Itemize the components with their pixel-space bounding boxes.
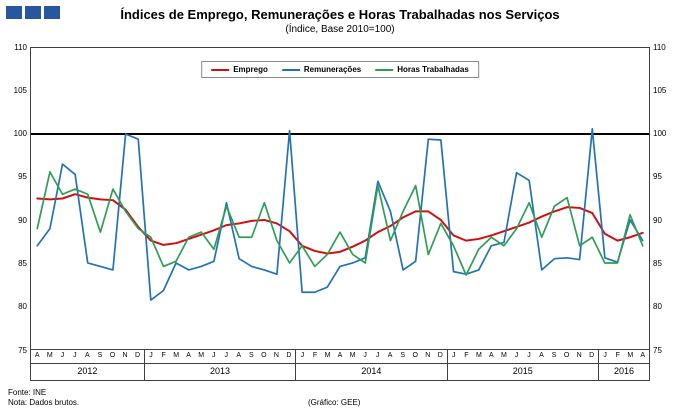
month-label: J [363, 352, 367, 359]
year-label: 2014 [296, 364, 448, 380]
month-label: D [131, 350, 145, 363]
y-tick-label: 85 [653, 258, 662, 268]
month-label: N [273, 352, 279, 359]
month-label: D [434, 350, 448, 363]
month-label: S [248, 352, 254, 359]
month-label: D [585, 350, 599, 363]
month-label: A [186, 352, 191, 359]
y-tick-label: 85 [18, 258, 27, 268]
y-tick-label: 95 [653, 172, 662, 182]
month-label: S [97, 352, 103, 359]
month-label: F [615, 352, 620, 359]
chart-canvas [31, 128, 649, 301]
month-label: M [627, 352, 634, 359]
legend-label: Remunerações [303, 65, 362, 74]
legend-item: Remunerações [281, 65, 362, 74]
legend-item: Emprego [211, 65, 268, 74]
month-label: S [400, 352, 405, 359]
series-line-emprego [36, 193, 644, 255]
month-label: A [387, 352, 393, 359]
month-label: O [261, 352, 267, 359]
legend-line-sample [281, 68, 300, 71]
y-tick-label: 80 [18, 302, 27, 312]
legend-label: Emprego [233, 65, 268, 74]
logo-squares [6, 6, 60, 19]
y-tick-label: 105 [13, 85, 27, 95]
source-note: Fonte: INE [8, 388, 47, 397]
data-note: Nota: Dados brutos. [8, 398, 80, 407]
month-label: J [73, 352, 77, 359]
month-label: J [452, 352, 456, 359]
month-label: F [161, 352, 166, 359]
month-label: O [563, 352, 570, 359]
legend: Emprego Remunerações Horas Trabalhadas [201, 61, 479, 78]
month-label: A [489, 352, 494, 359]
y-tick-label: 75 [653, 345, 662, 355]
y-tick-label: 105 [653, 85, 667, 95]
y-tick-label: 110 [14, 42, 27, 52]
y-tick-label: 75 [18, 345, 27, 355]
year-label: 2016 [613, 366, 634, 376]
credit-note: (Gráfico: GEE) [308, 398, 361, 407]
logo-square [44, 6, 60, 19]
month-label: N [576, 352, 582, 359]
month-label: O [109, 352, 116, 359]
month-label: J [149, 352, 153, 359]
month-label: J [60, 352, 65, 359]
month-label: A [539, 352, 544, 359]
month-label: A [34, 352, 40, 359]
month-label: J [375, 352, 380, 359]
month-label: F [464, 352, 469, 359]
year-label: 2013 [145, 364, 297, 380]
y-tick-label: 90 [18, 215, 27, 225]
logo-square [25, 6, 41, 19]
month-label: M [324, 352, 331, 359]
month-label: M [501, 352, 507, 359]
month-label: D [283, 350, 297, 363]
logo-square [6, 6, 22, 19]
month-label: M [46, 352, 53, 359]
month-label: A [640, 352, 646, 359]
y-tick-label: 95 [18, 172, 27, 182]
legend-line-sample [211, 68, 230, 71]
month-label: N [122, 352, 128, 359]
series-line-remunerações [36, 128, 644, 301]
month-label: J [603, 352, 607, 359]
month-label: J [514, 352, 519, 359]
legend-item: Horas Trabalhadas [375, 65, 469, 74]
month-label: M [349, 352, 356, 359]
year-label: 2012 [31, 364, 145, 380]
chart-subtitle: (Índice, Base 2010=100) [285, 24, 395, 35]
month-label: J [211, 352, 216, 359]
month-label: A [85, 352, 90, 359]
month-label: S [551, 352, 557, 359]
legend-label: Horas Trabalhadas [397, 65, 469, 74]
month-label: A [337, 352, 343, 359]
y-tick-label: 80 [653, 302, 662, 312]
chart-title: Índices de Emprego, Remunerações e Horas… [120, 7, 560, 22]
month-label: M [475, 352, 482, 359]
year-label: 2015 [448, 364, 599, 380]
month-label: O [412, 352, 418, 359]
x-axis-years: 2012 2013 2014 2015 2016 [30, 364, 650, 381]
y-tick-label: 100 [653, 129, 667, 139]
legend-line-sample [375, 68, 394, 71]
y-tick-label: 110 [653, 42, 666, 52]
y-tick-label: 100 [13, 129, 27, 139]
plot-area: Emprego Remunerações Horas Trabalhadas [30, 47, 650, 350]
month-label: A [236, 352, 242, 359]
y-tick-label: 90 [653, 215, 662, 225]
month-label: M [173, 352, 180, 359]
series-line-horas-trabalhadas [36, 171, 644, 276]
month-label: J [527, 352, 531, 359]
month-label: F [312, 352, 318, 359]
month-label: N [425, 352, 431, 359]
month-label: J [224, 352, 228, 359]
month-label: M [198, 352, 205, 359]
month-label: J [300, 352, 305, 359]
